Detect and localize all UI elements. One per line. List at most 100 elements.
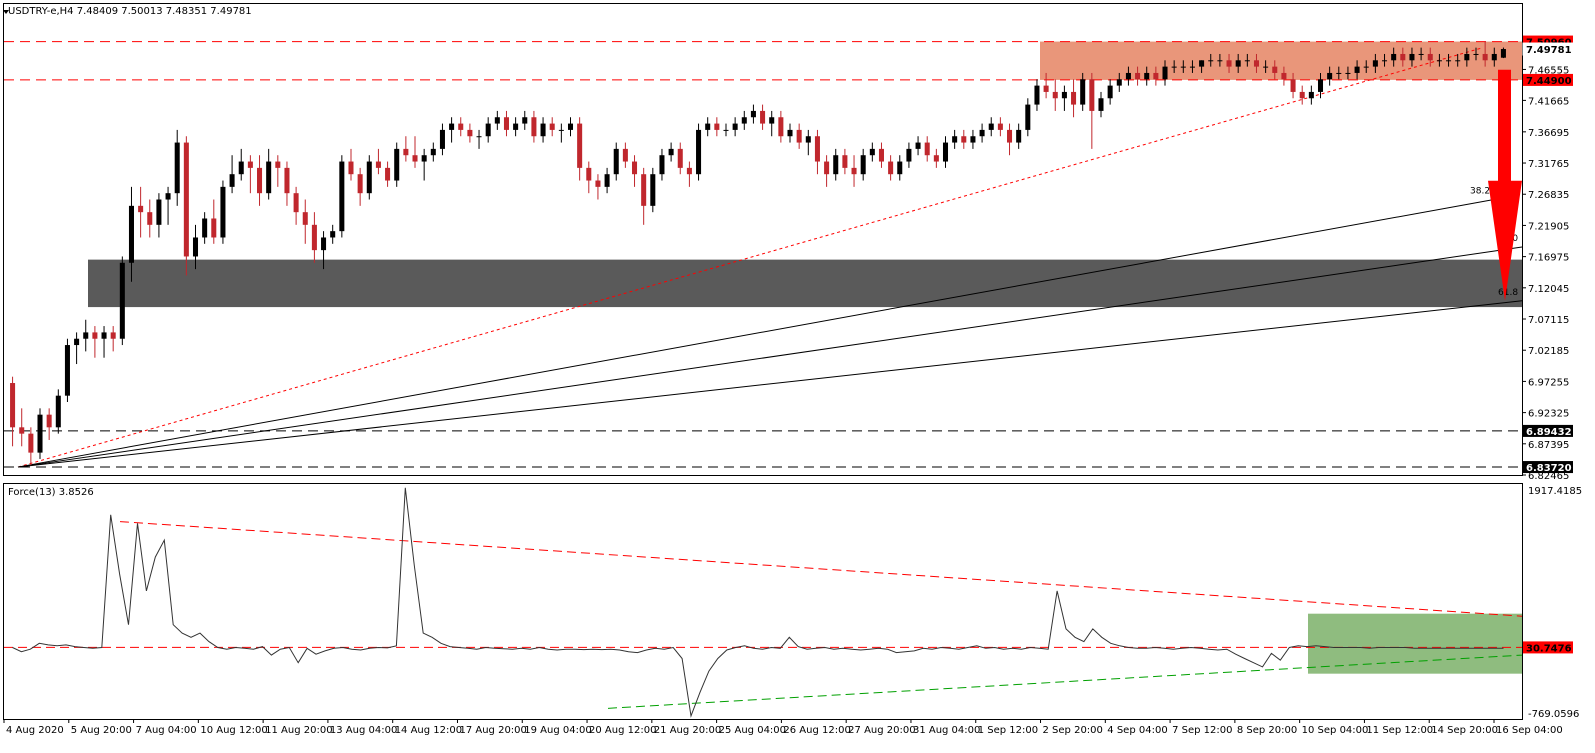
candle-body <box>686 167 692 175</box>
candle-body <box>750 110 756 118</box>
candle-body <box>897 161 903 175</box>
candle-body <box>1409 53 1415 61</box>
candle-body <box>467 129 473 137</box>
time-tick-label: 11 Aug 20:00 <box>265 725 332 736</box>
candle-body <box>705 123 711 130</box>
time-tick-label: 26 Aug 12:00 <box>783 725 850 736</box>
candle-body <box>604 174 610 187</box>
candle-body <box>1290 79 1296 92</box>
price-tick-label: 7.31765 <box>1528 159 1569 170</box>
force-axis[interactable]: 1917.4185 -769.0596 <box>1528 486 1582 720</box>
candle-body <box>787 129 793 137</box>
price-tick-label: 7.16975 <box>1528 253 1569 264</box>
candlestick-series <box>10 41 1506 466</box>
candle-body <box>1473 53 1479 55</box>
candle-body <box>430 148 436 156</box>
candle-body <box>412 155 418 162</box>
candle-body <box>805 136 811 143</box>
force-header: Force(13) 3.8526 <box>8 487 94 498</box>
price-tick-label: 7.26835 <box>1528 190 1569 201</box>
candle-body <box>128 205 134 263</box>
time-tick-label: 10 Sep 04:00 <box>1302 725 1369 736</box>
candle-body <box>1391 53 1397 61</box>
time-tick-label: 2 Sep 20:00 <box>1043 725 1103 736</box>
candle-body <box>677 148 683 168</box>
time-tick-label: 27 Aug 20:00 <box>848 725 915 736</box>
candle-body <box>1455 60 1461 62</box>
candle-body <box>266 161 272 194</box>
candle-body <box>540 123 546 137</box>
time-tick-label: 16 Sep 04:00 <box>1496 725 1563 736</box>
candle-body <box>622 148 628 162</box>
candle-body <box>1345 72 1351 74</box>
fib-fan-line <box>17 199 1495 468</box>
candle-body <box>366 161 372 194</box>
candle-body <box>1235 60 1241 67</box>
candle-body <box>814 136 820 162</box>
candle-body <box>1007 129 1013 143</box>
candle-body <box>1436 60 1442 62</box>
candle-body <box>220 186 226 238</box>
candle-body <box>449 123 455 130</box>
time-axis[interactable]: 4 Aug 2020 5 Aug 20:00 7 Aug 04:00 10 Aug 1… <box>3 719 1563 736</box>
candle-body <box>458 123 464 130</box>
candle-body <box>961 136 967 143</box>
time-tick-label: 5 Aug 20:00 <box>71 725 132 736</box>
candle-body <box>1116 79 1122 86</box>
candle-body <box>878 148 884 162</box>
fib-fan-line <box>17 246 1523 468</box>
price-tick-label: 7.36695 <box>1528 128 1569 139</box>
candle-body <box>1327 72 1333 80</box>
support-zone <box>88 259 1522 308</box>
candle-body <box>55 395 61 428</box>
price-tag-bg <box>1523 73 1573 86</box>
force-panel[interactable]: Force(13) 3.8526 <box>3 483 1523 720</box>
price-tag-bg <box>1523 461 1573 474</box>
price-panel[interactable]: 38.250.061.8 USDTRY-e,H4 7.48409 7.50013… <box>3 3 1523 476</box>
candle-body <box>1089 79 1095 111</box>
candle-body <box>439 129 445 149</box>
collapse-triangle-icon[interactable] <box>3 10 9 14</box>
candle-body <box>988 123 994 130</box>
candle-body <box>1253 60 1259 67</box>
candle-body <box>284 167 290 194</box>
candle-body <box>632 161 638 175</box>
candle-body <box>311 224 317 251</box>
candle-body <box>1199 60 1205 67</box>
price-tick-label: 6.82465 <box>1528 471 1569 482</box>
price-tick-label: 6.97255 <box>1528 377 1569 388</box>
price-tag: 6.83720 <box>1526 463 1572 474</box>
candle-body <box>74 338 80 346</box>
candle-body <box>211 218 217 238</box>
candle-body <box>403 148 409 156</box>
candle-body <box>1427 53 1433 61</box>
candle-body <box>1299 91 1305 99</box>
candle-body <box>1217 60 1223 62</box>
price-tick-label: 6.92325 <box>1528 409 1569 420</box>
candle-body <box>348 161 354 175</box>
fibonacci-fan: 38.250.061.8 <box>17 187 1523 468</box>
candle-body <box>192 237 199 257</box>
candle-body <box>1189 66 1195 68</box>
time-tick-label: 14 Sep 20:00 <box>1431 725 1498 736</box>
candle-body <box>1418 53 1424 55</box>
candle-body <box>1208 60 1214 62</box>
price-axis[interactable]: 7.46555 7.41665 7.36695 7.31765 7.26835 7.219… <box>1522 65 1569 482</box>
candle-body <box>394 148 400 181</box>
candle-body <box>1080 79 1086 105</box>
force-descending-trendline <box>119 521 1523 617</box>
time-tick-label: 25 Aug 04:00 <box>719 725 786 736</box>
candle-body <box>796 129 802 143</box>
time-tick-label: 14 Aug 12:00 <box>395 725 462 736</box>
candle-body <box>293 193 299 213</box>
candle-body <box>275 161 281 168</box>
candle-body <box>915 142 921 149</box>
candle-body <box>101 332 107 339</box>
candle-body <box>110 332 116 339</box>
time-tick-label: 11 Sep 12:00 <box>1366 725 1433 736</box>
candle-body <box>842 155 848 168</box>
candle-body <box>1144 72 1150 80</box>
time-tick-label: 21 Aug 20:00 <box>654 725 721 736</box>
force-tick-label: -769.0596 <box>1528 709 1579 720</box>
